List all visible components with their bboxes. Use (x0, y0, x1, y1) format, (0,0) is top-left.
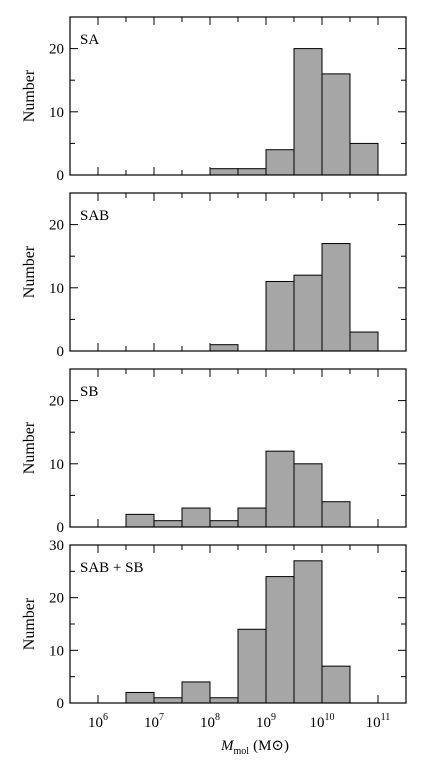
x-tick-label: 109 (256, 712, 276, 731)
y-tick-label: 0 (57, 520, 65, 536)
bar (209, 520, 239, 528)
x-axis-label: Mmol (M⊙) (220, 738, 289, 757)
y-axis-label: Number (21, 69, 38, 122)
x-tick-label-base: 10 (366, 715, 381, 731)
x-tick-label: 107 (144, 712, 164, 731)
bar (237, 168, 267, 176)
bar (321, 665, 351, 704)
panel-4: 0 10 20 30 SAB + SB Number (21, 538, 407, 712)
bar (293, 274, 323, 352)
y-tick-label: 0 (57, 696, 65, 712)
x-tick-label-base: 10 (144, 715, 159, 731)
x-tick-label-exponent: 8 (215, 712, 220, 723)
x-tick-label-exponent: 9 (271, 712, 276, 723)
x-tick-label: 1011 (366, 712, 391, 731)
bar (349, 331, 379, 352)
x-tick-label: 106 (88, 712, 108, 731)
x-tick-label: 1010 (310, 712, 335, 731)
bar (237, 628, 267, 704)
panel-3: 0 10 20 SB Number (21, 368, 407, 536)
bar (181, 681, 211, 704)
bar (321, 243, 351, 352)
bar (293, 560, 323, 704)
bar (125, 513, 155, 528)
x-tick-label: 108 (200, 712, 220, 731)
y-tick-label: 10 (49, 281, 64, 297)
x-axis-label-symbol: M (220, 738, 235, 754)
bar (181, 507, 211, 528)
y-tick-label: 30 (49, 538, 64, 554)
x-tick-label-base: 10 (200, 715, 215, 731)
panel-label: SAB + SB (80, 560, 144, 576)
x-axis-tick-labels: 106 107 108 109 1010 1011 (88, 712, 390, 731)
bar (293, 48, 323, 176)
bar (209, 697, 239, 704)
panel-2: 0 10 20 SAB Number (21, 192, 407, 360)
y-tick-label: 0 (57, 344, 65, 360)
plot-frame (69, 368, 407, 528)
x-tick-label-exponent: 7 (159, 712, 164, 723)
x-axis-label-subscript: mol (234, 746, 250, 757)
bar (237, 507, 267, 528)
bar (265, 149, 295, 176)
y-tick-label: 20 (49, 394, 64, 410)
panel-label: SA (80, 32, 99, 48)
x-tick-label-base: 10 (88, 715, 103, 731)
x-tick-label-base: 10 (310, 715, 325, 731)
y-axis-label: Number (21, 597, 38, 650)
x-tick-label-base: 10 (256, 715, 271, 731)
bar (321, 501, 351, 528)
bar (209, 168, 239, 176)
panel-label: SAB (80, 208, 109, 224)
x-tick-label-exponent: 11 (381, 712, 391, 723)
bar (293, 463, 323, 528)
x-tick-label-exponent: 10 (325, 712, 335, 723)
y-tick-label: 10 (49, 457, 64, 473)
y-tick-label: 20 (49, 218, 64, 234)
y-tick-label: 0 (57, 168, 65, 184)
x-axis-label-unit: (M⊙) (253, 738, 289, 754)
panel-label: SB (80, 384, 98, 400)
y-tick-label: 10 (49, 643, 64, 659)
bar (209, 344, 239, 352)
y-tick-label: 20 (49, 591, 64, 607)
bar (153, 520, 183, 528)
bar (349, 142, 379, 176)
x-tick-label-exponent: 6 (103, 712, 108, 723)
y-tick-label: 10 (49, 105, 64, 121)
bar (321, 73, 351, 176)
bar (265, 280, 295, 352)
bar (265, 576, 295, 704)
y-axis-label: Number (21, 421, 38, 474)
plot-frame (69, 192, 407, 352)
bar (125, 691, 155, 704)
bar (265, 450, 295, 528)
y-tick-label: 20 (49, 42, 64, 58)
y-axis-label: Number (21, 245, 38, 298)
panel-1: 0 10 20 SA Number (21, 16, 407, 184)
bar (153, 697, 183, 704)
